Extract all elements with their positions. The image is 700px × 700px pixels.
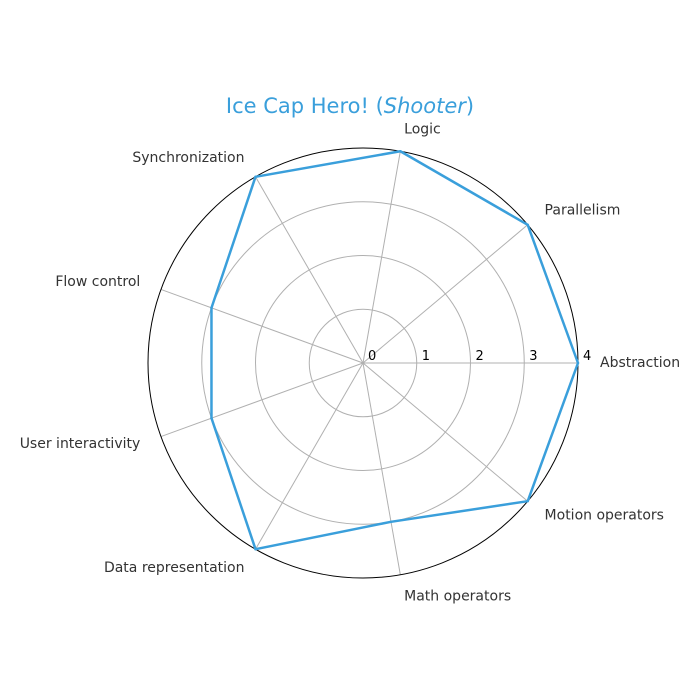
category-label: Logic — [404, 122, 441, 138]
chart-title-suffix: ) — [465, 94, 475, 118]
grid-spoke — [255, 362, 364, 550]
series-point — [389, 520, 393, 524]
radial-tick-label: 4 — [583, 349, 591, 364]
category-label: Parallelism — [545, 203, 621, 219]
category-label: Flow control — [55, 274, 140, 290]
series-point — [254, 175, 257, 179]
category-label: Motion operators — [545, 507, 664, 523]
chart-title-prefix: Ice Cap Hero! ( — [225, 94, 384, 118]
grid-spoke — [362, 151, 401, 364]
series-point — [576, 361, 580, 365]
radial-tick-label: 0 — [368, 349, 376, 364]
series-point — [254, 547, 257, 551]
series-point — [526, 223, 529, 227]
category-label: Abstraction — [600, 355, 680, 371]
grid-spoke — [362, 362, 529, 502]
series-point — [210, 306, 213, 310]
series-point — [210, 416, 213, 420]
category-label: User interactivity — [20, 436, 141, 452]
grid-spoke — [362, 224, 529, 364]
chart-title-italic: Shooter — [383, 94, 466, 118]
radial-tick-label: 3 — [529, 349, 537, 364]
grid-spoke — [160, 288, 364, 364]
category-label: Synchronization — [132, 150, 244, 166]
chart-title: Ice Cap Hero! (Shooter) — [0, 94, 700, 118]
category-label: Math operators — [404, 588, 511, 604]
grid-spoke — [255, 176, 364, 364]
series-point — [399, 150, 402, 153]
radial-tick-label: 1 — [422, 349, 430, 364]
category-label: Data representation — [104, 560, 245, 576]
grid-spoke — [160, 362, 364, 438]
series-line — [210, 150, 580, 551]
series-point — [526, 499, 529, 503]
grid-spoke — [362, 362, 401, 575]
radial-tick-label: 2 — [476, 349, 484, 364]
